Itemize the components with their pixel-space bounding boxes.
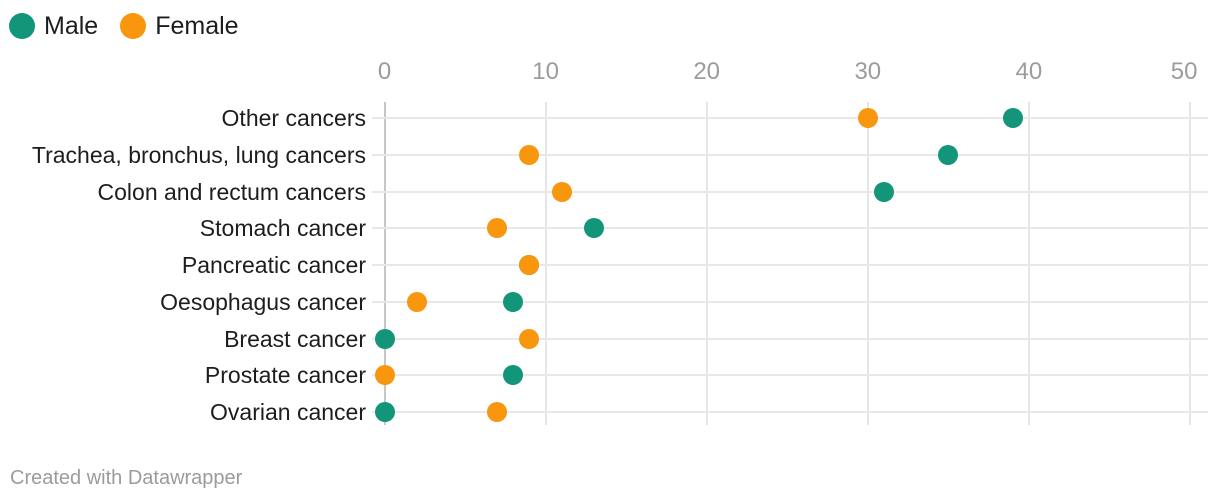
- legend-label: Female: [155, 12, 239, 40]
- dot-male-3: [583, 218, 604, 239]
- dot-male-6: [374, 328, 395, 349]
- x-axis-tick-label: 10: [532, 58, 559, 85]
- dot-male-2: [873, 181, 894, 202]
- gridline-vertical: [1189, 102, 1191, 425]
- row-gridline: [372, 117, 1208, 119]
- row-gridline: [372, 227, 1208, 230]
- dot-male-5: [503, 291, 524, 312]
- dot-female-1: [519, 144, 540, 165]
- legend-swatch-icon: [120, 13, 147, 39]
- gridline-vertical: [1027, 102, 1030, 425]
- dot-male-8: [374, 402, 395, 422]
- dot-female-5: [406, 291, 427, 312]
- gridline-vertical: [705, 102, 708, 425]
- category-label: Stomach cancer: [199, 215, 366, 242]
- category-label: Pancreatic cancer: [181, 252, 366, 278]
- dot-female-3: [487, 218, 508, 239]
- dot-female-0: [857, 108, 878, 128]
- gridline-vertical: [866, 102, 869, 425]
- row-gridline: [372, 190, 1208, 193]
- x-axis-tick-label: 40: [1015, 58, 1043, 85]
- dot-male-7: [503, 365, 524, 386]
- legend-label: Male: [44, 12, 99, 40]
- row-gridline: [372, 337, 1208, 340]
- category-label: Oesophagus cancer: [160, 288, 366, 315]
- x-axis-tick-label: 30: [854, 58, 882, 85]
- category-label: Ovarian cancer: [210, 399, 366, 425]
- datawrapper-attribution[interactable]: Created with Datawrapper: [10, 467, 243, 489]
- row-gridline: [372, 411, 1208, 413]
- dot-female-7: [374, 365, 395, 386]
- row-gridline: [372, 153, 1208, 156]
- category-label: Other cancers: [221, 105, 366, 131]
- dot-female-2: [551, 181, 572, 202]
- category-label: Prostate cancer: [204, 362, 366, 389]
- dot-male-0: [1002, 108, 1023, 128]
- dot-female-6: [519, 328, 540, 349]
- legend-swatch-icon: [9, 13, 35, 39]
- legend-item-male: Male: [9, 13, 98, 39]
- dot-female-8: [487, 402, 508, 422]
- category-label: Breast cancer: [224, 325, 366, 352]
- row-gridline: [372, 300, 1208, 303]
- x-axis-tick-label: 0: [377, 58, 392, 85]
- legend-item-female: Female: [120, 12, 239, 40]
- dot-male-1: [938, 144, 959, 165]
- row-gridline: [372, 264, 1208, 266]
- x-axis-tick-label: 20: [693, 58, 721, 85]
- x-axis-tick-label: 50: [1170, 58, 1198, 85]
- row-gridline: [372, 374, 1208, 377]
- category-label: Trachea, bronchus, lung cancers: [31, 141, 366, 168]
- legend: Male Female: [9, 13, 239, 39]
- gridline-zero: [383, 102, 386, 425]
- gridline-vertical: [544, 102, 547, 425]
- dot-female-4: [519, 255, 540, 275]
- category-label: Colon and rectum cancers: [97, 178, 366, 205]
